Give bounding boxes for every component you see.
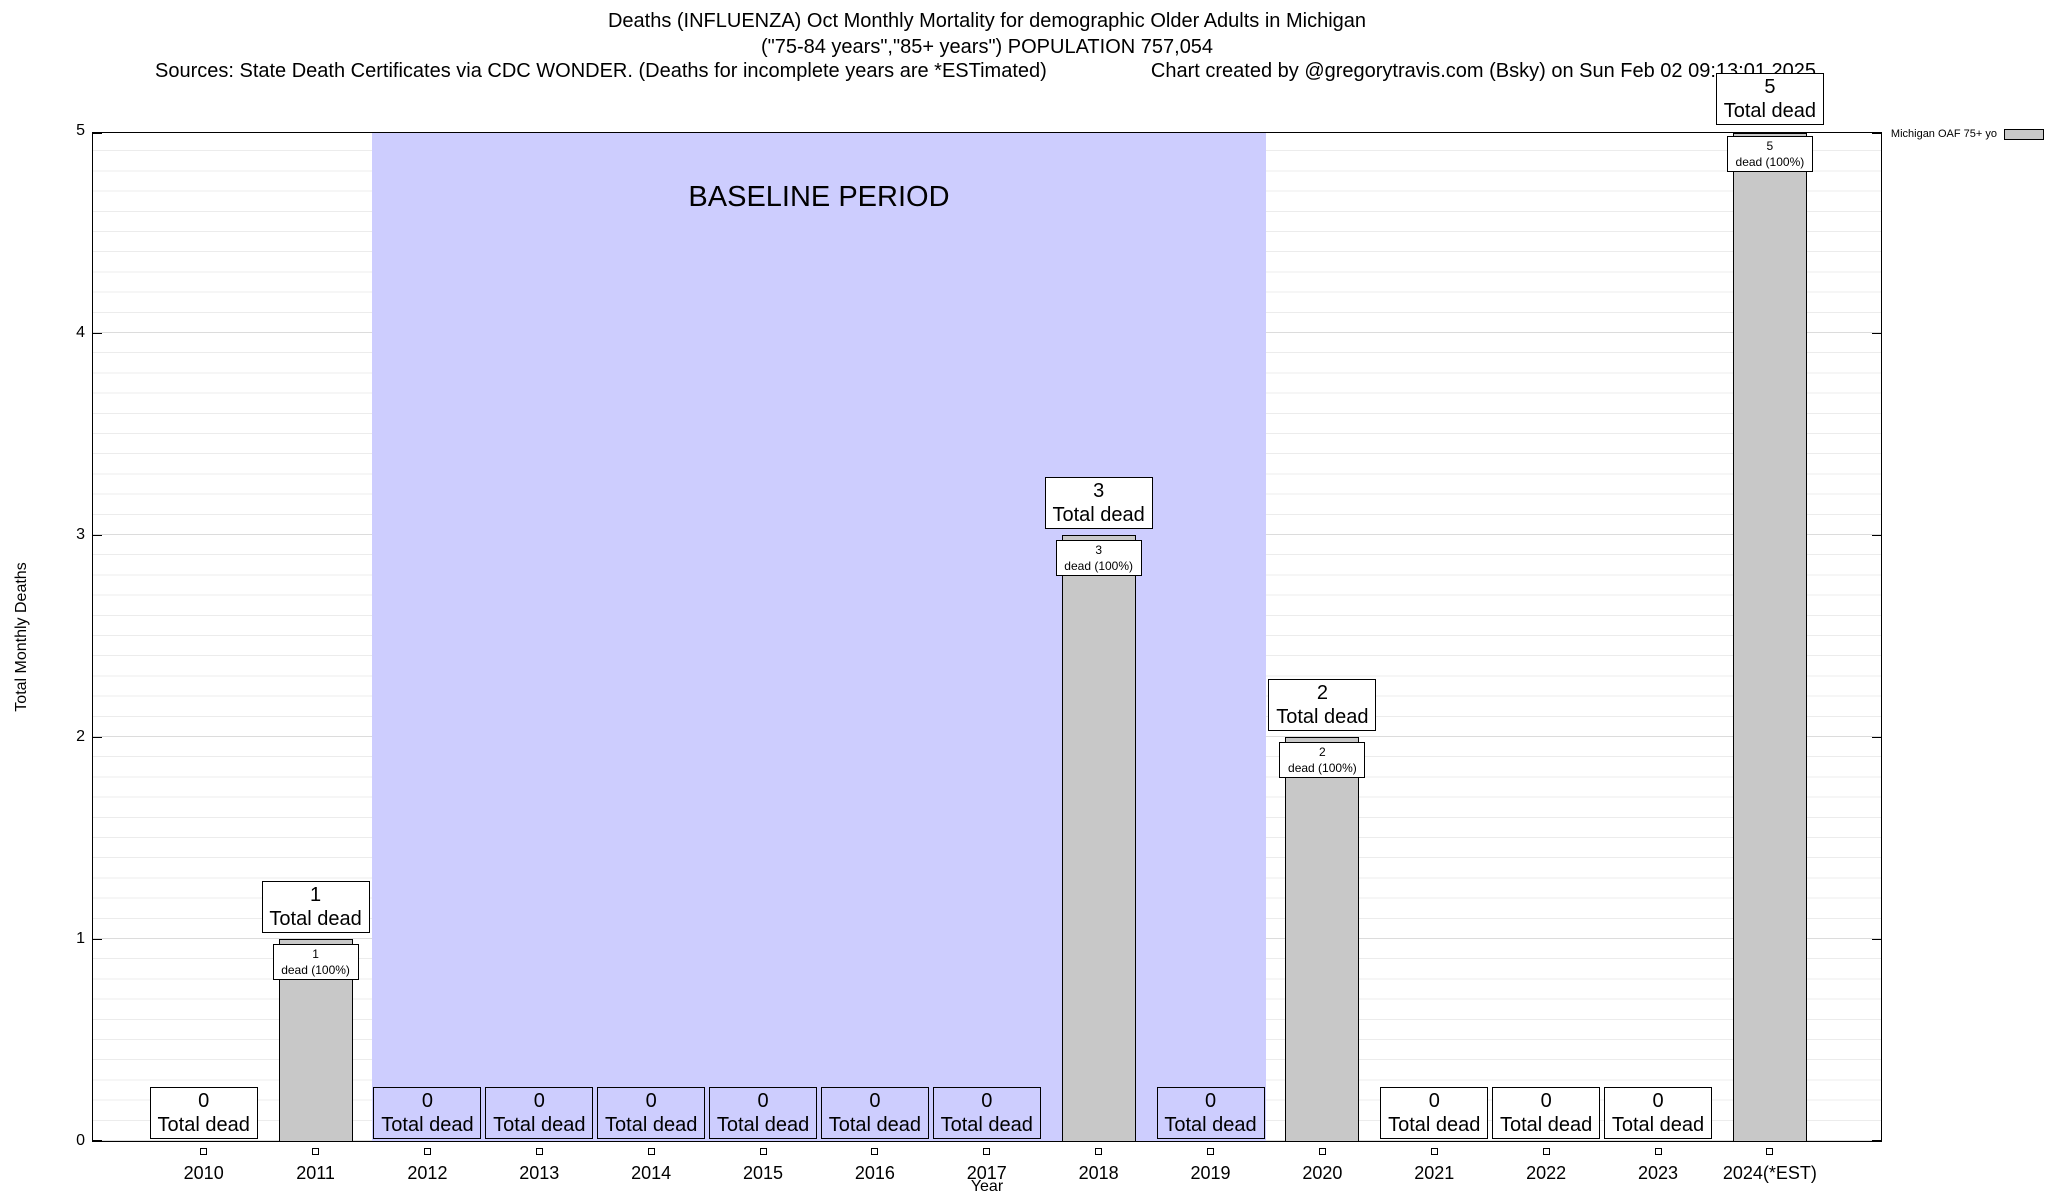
dead-pct-label-2020: 2 dead (100%) [1279,742,1366,778]
x-tick-label-2013: 2013 [519,1163,560,1183]
chart-title-line1: Deaths (INFLUENZA) Oct Monthly Mortality… [607,10,1367,32]
y-tick-label: 4 [76,324,85,341]
total-dead-label-2021: 0 Total dead [1380,1087,1489,1139]
y-tick-mark [93,939,102,940]
y-tick-mark [93,1140,102,1141]
x-tick-label-2022: 2022 [1526,1163,1567,1183]
zero-marker-2020 [1318,1148,1326,1155]
baseline-period-label: BASELINE PERIOD [688,181,950,213]
plot-area: BASELINE PERIOD 0 1 2 3 4 5 0 Total dead 2010 1 Tot… [76,73,1882,1183]
y-tick-label: 3 [76,526,85,543]
zero-marker-2021 [1430,1148,1438,1155]
total-dead-label-2012: 0 Total dead [373,1087,482,1139]
total-dead-label-2024(*EST): 5 Total dead [1715,73,1824,125]
x-tick-label-2015: 2015 [743,1163,784,1183]
x-tick-label-2011: 2011 [296,1163,335,1183]
y-tick-label: 5 [76,122,85,139]
bar-2024(*EST) [1732,133,1807,1141]
zero-marker-2011 [312,1148,320,1155]
y-tick-mark [1872,535,1881,536]
x-tick-label-2020: 2020 [1302,1163,1343,1183]
credit-note: Chart created by @gregorytravis.com (Bsk… [1150,60,1816,82]
x-tick-label-2018: 2018 [1078,1163,1119,1183]
x-tick-label-2019: 2019 [1190,1163,1231,1183]
y-tick-label: 1 [76,930,85,947]
y-tick-mark [1872,333,1881,334]
total-dead-label-2010: 0 Total dead [149,1087,258,1139]
zero-marker-2019 [1207,1148,1215,1155]
x-tick-label-2024(*EST): 2024(*EST) [1722,1163,1817,1183]
zero-marker-2013 [535,1148,543,1155]
total-dead-label-2022: 0 Total dead [1492,1087,1601,1139]
legend: Michigan OAF 75+ yo [1891,128,2044,140]
zero-marker-2024(*EST) [1766,1148,1774,1155]
x-tick-label-2023: 2023 [1637,1163,1679,1183]
y-axis-label: Total Monthly Deaths [13,562,30,712]
zero-marker-2015 [759,1148,767,1155]
y-tick-mark [1872,1140,1881,1141]
bar-2020 [1285,737,1360,1141]
total-dead-label-2014: 0 Total dead [597,1087,706,1139]
sources-note: Sources: State Death Certificates via CD… [155,60,1047,82]
legend-bar-swatch-icon [2004,128,2044,140]
y-tick-mark [1872,939,1881,940]
y-tick-label: 0 [76,1132,85,1149]
zero-marker-2017 [983,1148,991,1155]
total-dead-label-2020: 2 Total dead [1268,679,1377,731]
total-dead-label-2013: 0 Total dead [485,1087,594,1139]
x-axis-label: Year [970,1178,1004,1195]
x-tick-label-2010: 2010 [183,1163,224,1183]
x-tick-label-2021: 2021 [1414,1163,1455,1183]
y-tick-mark [1872,133,1881,134]
x-tick-label-2017: 2017 [966,1163,1007,1183]
total-dead-label-2019: 0 Total dead [1156,1087,1265,1139]
zero-marker-2016 [871,1148,879,1155]
total-dead-label-2018: 3 Total dead [1044,477,1153,529]
total-dead-label-2011: 1 Total dead [261,881,370,933]
dead-pct-label-2024(*EST): 5 dead (100%) [1726,136,1813,172]
y-tick-mark [93,737,102,738]
zero-marker-2010 [200,1148,208,1155]
x-tick-label-2016: 2016 [854,1163,895,1183]
dead-pct-label-2011: 1 dead (100%) [272,944,359,980]
total-dead-label-2015: 0 Total dead [709,1087,818,1139]
y-tick-mark [93,133,102,134]
y-tick-label: 2 [76,728,85,745]
total-dead-label-2016: 0 Total dead [820,1087,929,1139]
legend-series-label: Michigan OAF 75+ yo [1890,128,1997,140]
bar-2018 [1061,535,1136,1141]
y-tick-mark [93,535,102,536]
x-tick-label-2014: 2014 [631,1163,672,1183]
total-dead-label-2017: 0 Total dead [932,1087,1041,1139]
y-tick-mark [1872,737,1881,738]
x-tick-label-2012: 2012 [407,1163,448,1183]
zero-marker-2022 [1542,1148,1550,1155]
dead-pct-label-2018: 3 dead (100%) [1055,540,1142,576]
zero-marker-2014 [647,1148,655,1155]
total-dead-label-2023: 0 Total dead [1604,1087,1712,1139]
chart-title-line2: ("75-84 years","85+ years") POPULATION 7… [760,36,1214,58]
y-tick-mark [93,333,102,334]
zero-marker-2023 [1654,1148,1662,1155]
zero-marker-2018 [1095,1148,1103,1155]
zero-marker-2012 [423,1148,431,1155]
